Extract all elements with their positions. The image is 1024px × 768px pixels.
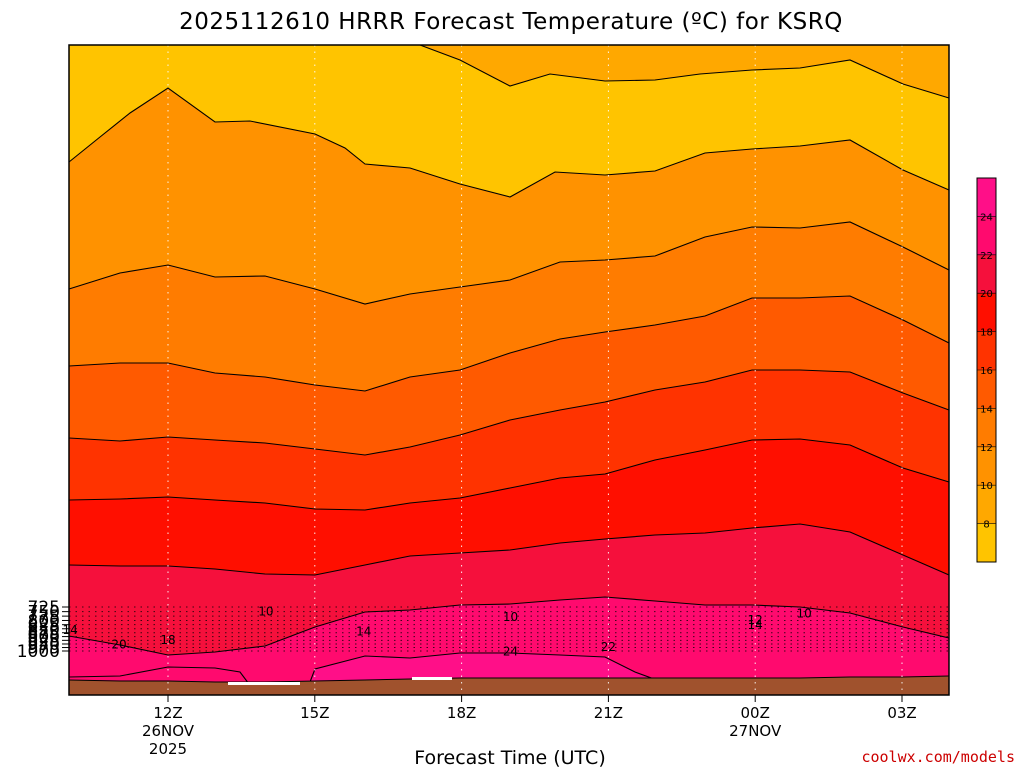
colorbar-swatch bbox=[977, 178, 996, 217]
contour-24 bbox=[304, 652, 681, 696]
band-22-24 bbox=[69, 597, 949, 695]
contour-label: 22 bbox=[601, 640, 616, 654]
colorbar-swatch bbox=[977, 485, 996, 524]
colorbar-swatch bbox=[977, 523, 996, 562]
x-tick-sublabel: 26NOV bbox=[142, 722, 195, 740]
colorbar: 8 10 12 14 16 18 20 22 24 bbox=[976, 177, 997, 563]
y-tick-label: 850 bbox=[28, 620, 60, 640]
contour-label: 20 bbox=[111, 638, 126, 652]
contour-label-text: 22 bbox=[601, 640, 616, 654]
contour-14 bbox=[68, 295, 950, 392]
contour-16 bbox=[68, 369, 950, 456]
y-tick-label: 900 bbox=[28, 628, 60, 648]
colorbar-swatch bbox=[977, 331, 996, 370]
colorbar-label: 24 bbox=[980, 212, 993, 223]
contour-label-text: 14 bbox=[356, 624, 371, 638]
y-tick-label: 775 bbox=[28, 607, 60, 627]
colorbar-swatch bbox=[977, 293, 996, 332]
x-tick-label: 18Z bbox=[447, 704, 476, 722]
x-tick-sublabel: 2025 bbox=[149, 740, 187, 758]
contour-label-text: 10 bbox=[258, 605, 273, 619]
contour-label: 14 bbox=[748, 618, 763, 632]
x-tick-label: 15Z bbox=[300, 704, 329, 722]
contour-label: 10 bbox=[796, 607, 811, 621]
colorbar-label: 16 bbox=[980, 366, 993, 377]
chart-title: 2025112610 HRRR Forecast Temperature (ºC… bbox=[179, 9, 843, 35]
plot-frame bbox=[68, 44, 950, 696]
contour-18 bbox=[68, 438, 950, 511]
contour-label-text: 12 bbox=[748, 613, 763, 627]
x-tick-label: 12Z bbox=[153, 704, 182, 722]
y-tick-label: 875 bbox=[28, 624, 60, 644]
contour-label-text: 14 bbox=[62, 623, 77, 637]
contour-near-ground bbox=[68, 666, 253, 689]
credit-link[interactable]: coolwx.com/models bbox=[861, 748, 1015, 766]
y-tick-label: 825 bbox=[28, 616, 60, 636]
contour-12 bbox=[68, 221, 950, 305]
x-tick-label: 21Z bbox=[594, 704, 623, 722]
y-tick-label: 925 bbox=[28, 631, 60, 651]
x-axis-label: Forecast Time (UTC) bbox=[414, 747, 605, 768]
colorbar-label: 8 bbox=[983, 520, 989, 531]
x-tick-label: 03Z bbox=[887, 704, 916, 722]
contour-label-text: 10 bbox=[796, 607, 811, 621]
contour-label-text: 18 bbox=[160, 633, 175, 647]
grid bbox=[69, 45, 949, 695]
y-tick-label: 975 bbox=[28, 639, 60, 659]
ground-fill bbox=[69, 676, 949, 695]
contour-label: 24 bbox=[503, 644, 518, 658]
contour-label: 10 bbox=[503, 610, 518, 624]
surface-gap bbox=[228, 682, 300, 685]
colorbar-label: 12 bbox=[980, 443, 993, 454]
colorbar-swatch bbox=[977, 446, 996, 486]
contour-8 bbox=[419, 44, 950, 99]
contour-label: 10 bbox=[258, 605, 273, 619]
colorbar-swatch bbox=[977, 216, 996, 255]
x-tick-label: 00Z bbox=[741, 704, 770, 722]
contour-22 bbox=[68, 596, 950, 656]
contour-10 bbox=[68, 87, 950, 198]
colorbar-swatch bbox=[977, 408, 996, 447]
contour-label: 14 bbox=[62, 623, 77, 637]
x-tick-sublabel: 27NOV bbox=[729, 722, 782, 740]
contour-label-text: 14 bbox=[748, 618, 763, 632]
contour-label-text: 20 bbox=[111, 638, 126, 652]
contour-label: 12 bbox=[748, 613, 763, 627]
contour-label: 18 bbox=[160, 633, 175, 647]
colorbar-label: 10 bbox=[980, 481, 993, 492]
contour-label: 14 bbox=[356, 624, 371, 638]
contour-20 bbox=[68, 523, 950, 576]
ground-line bbox=[68, 675, 950, 683]
colorbar-label: 14 bbox=[980, 404, 993, 415]
y-tick-label: 750 bbox=[28, 603, 60, 623]
contour-label-text: 24 bbox=[503, 644, 518, 658]
colorbar-label: 20 bbox=[980, 289, 993, 300]
surface-gap bbox=[412, 677, 452, 680]
contour-label-text: 10 bbox=[503, 610, 518, 624]
y-tick-label: 725 bbox=[28, 598, 60, 618]
colorbar-label: 22 bbox=[980, 251, 993, 262]
colorbar-swatch bbox=[977, 254, 996, 294]
y-tick-label: 1000 bbox=[17, 642, 60, 662]
colorbar-swatch bbox=[977, 370, 996, 409]
ground bbox=[68, 675, 950, 695]
y-tick-label: 950 bbox=[28, 635, 60, 655]
colorbar-label: 18 bbox=[980, 328, 993, 339]
y-tick-label: 800 bbox=[28, 611, 60, 631]
contour-lines bbox=[68, 44, 950, 696]
band-8-10 bbox=[69, 45, 949, 98]
